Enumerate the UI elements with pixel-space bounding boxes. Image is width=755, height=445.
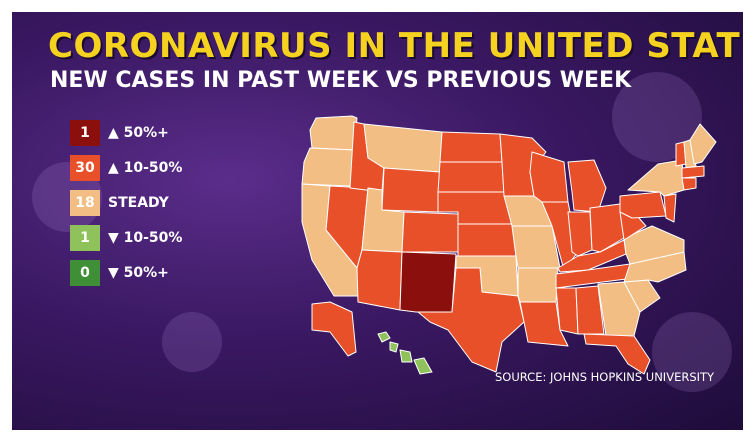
bokeh-light	[652, 312, 732, 392]
state-ms	[555, 287, 579, 335]
state-sd	[437, 161, 505, 193]
legend-item: 1 ▼ 10-50%	[70, 225, 250, 251]
state-mi	[567, 159, 607, 213]
state-wy	[381, 167, 441, 213]
state-ar	[517, 267, 559, 303]
state-nj	[663, 193, 677, 223]
map-title: CORONAVIRUS IN THE UNITED STATES	[48, 26, 743, 66]
state-hi-island	[399, 349, 413, 363]
legend-item: 1 ▲ 50%+	[70, 120, 250, 146]
us-states-map	[301, 115, 717, 375]
state-ma	[681, 165, 705, 179]
state-pa	[619, 191, 667, 219]
state-la	[519, 301, 569, 347]
state-ct	[681, 177, 697, 191]
state-in	[567, 211, 593, 257]
legend-count: 1	[70, 225, 100, 251]
legend-count: 30	[70, 155, 100, 181]
state-mo	[511, 225, 561, 269]
legend-count: 1	[70, 120, 100, 146]
state-ga	[597, 281, 641, 337]
source-note: SOURCE: JOHNS HOPKINS UNIVERSITY	[495, 370, 715, 384]
legend-count: 18	[70, 190, 100, 216]
state-tx	[417, 267, 525, 373]
map-graphic: CORONAVIRUS IN THE UNITED STATES NEW CAS…	[12, 12, 743, 430]
legend-item: 30 ▲ 10-50%	[70, 155, 250, 181]
legend-label: STEADY	[108, 195, 169, 211]
state-wa	[309, 115, 358, 151]
state-hi-island	[389, 341, 399, 353]
legend-count: 0	[70, 260, 100, 286]
bokeh-light	[162, 312, 222, 372]
map-subtitle: NEW CASES IN PAST WEEK VS PREVIOUS WEEK	[50, 68, 632, 93]
legend-label: ▼ 10-50%	[108, 230, 183, 246]
state-me	[689, 123, 717, 165]
legend-item: 0 ▼ 50%+	[70, 260, 250, 286]
state-ks	[457, 223, 517, 257]
state-nd	[439, 131, 503, 163]
legend-label: ▼ 50%+	[108, 265, 169, 281]
state-oh	[589, 203, 625, 253]
state-fl	[583, 333, 651, 375]
legend-label: ▲ 10-50%	[108, 160, 183, 176]
legend-item: 18 STEADY	[70, 190, 250, 216]
state-nm	[399, 251, 457, 313]
state-wi	[529, 151, 569, 203]
state-va	[623, 225, 685, 265]
state-az	[356, 249, 403, 311]
state-or	[301, 147, 355, 187]
state-co	[401, 211, 459, 253]
legend-label: ▲ 50%+	[108, 125, 169, 141]
state-ak	[311, 301, 357, 357]
state-hi	[377, 331, 391, 343]
state-hi-island	[413, 357, 433, 375]
